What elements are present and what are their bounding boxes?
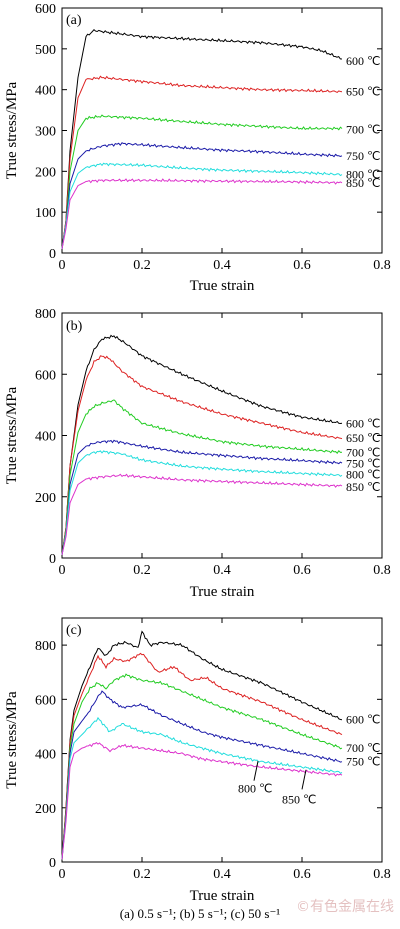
chart-panel-2: 0 0.2 0.4 0.6 0.8 0 200 400 600 800 True strain Tru…	[4, 307, 391, 600]
x-tick-label: 0.4	[213, 867, 231, 882]
x-tick-label: 0.8	[373, 867, 391, 882]
x-axis-label: True strain	[190, 278, 255, 294]
series-line-750	[61, 690, 343, 860]
x-tick-label: 0.6	[293, 867, 311, 882]
series-line-800	[61, 716, 343, 860]
y-tick-label: 0	[49, 247, 56, 262]
y-tick-label: 600	[35, 2, 56, 17]
y-tick-label: 500	[35, 43, 56, 58]
series-line-850	[61, 473, 343, 556]
x-tick-label: 0.2	[133, 867, 151, 882]
series-label: 800 ℃	[238, 782, 272, 796]
y-tick-label: 600	[35, 368, 56, 383]
figure-caption: (a) 0.5 s⁻¹; (b) 5 s⁻¹; (c) 50 s⁻¹	[119, 906, 281, 921]
series-line-600	[61, 630, 343, 860]
series-line-700	[61, 399, 343, 555]
series-label: 750 ℃	[346, 457, 380, 471]
series-line-600	[61, 28, 343, 249]
series-line-800	[61, 162, 343, 249]
series-label: 650 ℃	[346, 431, 380, 445]
series-line-650	[61, 652, 343, 860]
watermark: ©有色金属在线	[296, 899, 394, 915]
x-tick-label: 0.6	[293, 563, 311, 578]
y-tick-label: 100	[35, 206, 56, 221]
y-tick-label: 300	[35, 125, 56, 140]
callout-line-850	[301, 769, 307, 790]
series-label: 850 ℃	[282, 792, 316, 806]
series-line-750	[61, 142, 343, 249]
series-label: 750 ℃	[346, 755, 380, 769]
x-tick-label: 0.4	[213, 258, 231, 273]
x-axis-label: True strain	[190, 584, 255, 600]
x-tick-label: 0	[59, 563, 66, 578]
callout-line-800	[253, 761, 259, 781]
series-line-700	[61, 114, 343, 249]
panel-label: (a)	[66, 13, 82, 28]
series-label: 850 ℃	[346, 176, 380, 190]
series-label: 850 ℃	[346, 480, 380, 494]
series-label: 800 ℃	[346, 168, 380, 182]
plot-frame	[61, 617, 383, 863]
x-tick-label: 0.8	[373, 258, 391, 273]
series-label: 700 ℃	[346, 445, 380, 459]
x-tick-label: 0	[59, 258, 66, 273]
series-label: 600 ℃	[346, 713, 380, 727]
chart-panel-1: 0 0.2 0.4 0.6 0.8 0 100 200 300 400 500 600 True str…	[4, 2, 391, 294]
series-label: 700 ℃	[346, 741, 380, 755]
series-label: 650 ℃	[346, 85, 380, 99]
series-line-700	[61, 673, 343, 860]
series-line-650	[61, 355, 343, 555]
y-axis-label: True stress/MPa	[4, 386, 20, 484]
panel-label: (c)	[66, 623, 82, 638]
series-label: 800 ℃	[346, 468, 380, 482]
plot-frame	[61, 312, 383, 559]
y-tick-label: 400	[35, 430, 56, 445]
series-label: 750 ℃	[346, 149, 380, 163]
x-tick-label: 0.8	[373, 563, 391, 578]
x-tick-label: 0.4	[213, 563, 231, 578]
y-tick-label: 800	[35, 639, 56, 654]
y-tick-label: 0	[49, 552, 56, 567]
x-tick-label: 0.6	[293, 258, 311, 273]
plot-frame	[61, 7, 383, 254]
y-tick-label: 400	[35, 84, 56, 99]
series-label: 600 ℃	[346, 54, 380, 68]
series-label: 700 ℃	[346, 122, 380, 136]
chart-panels: 0 0.2 0.4 0.6 0.8 0 100 200 300 400 500 600 True str…	[4, 2, 391, 904]
series-line-600	[61, 334, 343, 555]
x-tick-label: 0.2	[133, 258, 151, 273]
series-line-850	[61, 178, 343, 249]
x-tick-label: 0.2	[133, 563, 151, 578]
y-tick-label: 600	[35, 693, 56, 708]
y-tick-label: 200	[35, 802, 56, 817]
series-line-850	[61, 741, 343, 860]
series-line-650	[61, 75, 343, 249]
y-axis-label: True stress/MPa	[4, 81, 20, 179]
y-tick-label: 200	[35, 165, 56, 180]
chart-panel-3: 0 0.2 0.4 0.6 0.8 0 200 400 600 800 True strain Tru…	[4, 617, 391, 904]
x-tick-label: 0	[59, 867, 66, 882]
y-tick-label: 0	[49, 856, 56, 871]
y-tick-label: 400	[35, 748, 56, 763]
y-axis-label: True stress/MPa	[4, 691, 20, 789]
series-line-800	[61, 450, 343, 555]
series-label: 600 ℃	[346, 416, 380, 430]
y-tick-label: 200	[35, 491, 56, 506]
panel-label: (b)	[66, 319, 83, 334]
series-line-750	[61, 439, 343, 555]
y-tick-label: 800	[35, 307, 56, 322]
x-axis-label: True strain	[190, 888, 255, 904]
